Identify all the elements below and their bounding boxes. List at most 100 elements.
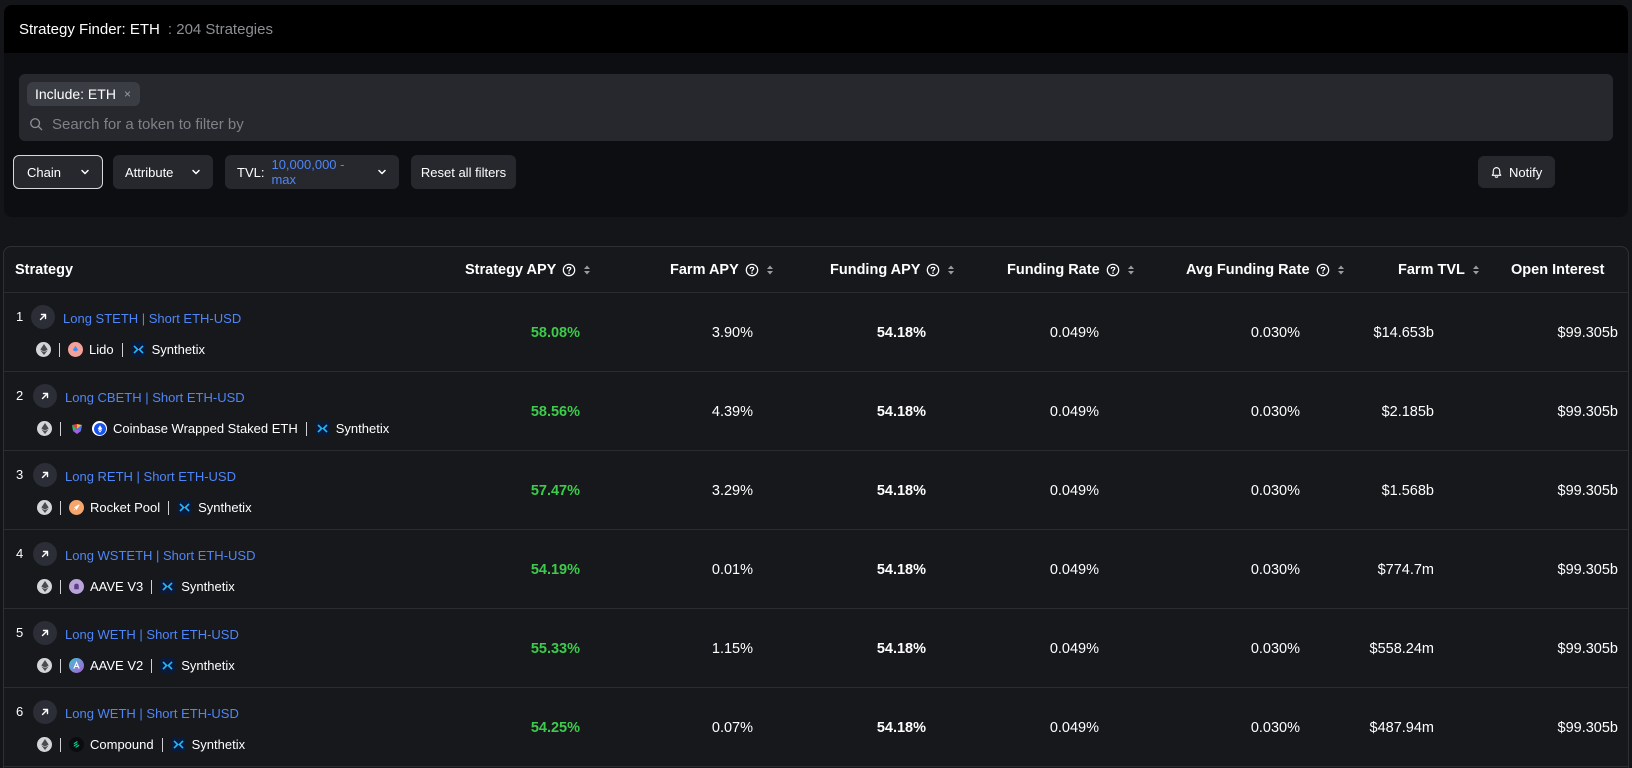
strategy-link[interactable]: Long RETH | Short ETH-USD <box>65 469 236 484</box>
arrow-up-right-icon[interactable] <box>31 305 55 329</box>
reset-filters-button[interactable]: Reset all filters <box>411 155 516 189</box>
col-strategy-label: Strategy <box>15 262 74 278</box>
token-search-input[interactable] <box>52 115 1552 133</box>
col-open-interest-label: Open Interest <box>1511 262 1605 278</box>
funding-rate-value: 0.049% <box>1049 720 1099 736</box>
table-row: 6 Long WETH | Short ETH-USD Compound Syn… <box>4 688 1628 767</box>
arrow-up-right-icon[interactable] <box>33 463 57 487</box>
table-row: 5 Long WETH | Short ETH-USD AAVE V2 Synt… <box>4 609 1628 688</box>
row-index: 3 <box>16 467 24 482</box>
row-index: 5 <box>16 625 24 640</box>
chain-label: Chain <box>27 164 61 180</box>
compound-icon <box>69 737 84 752</box>
protocol-list: AAVE V3 Synthetix <box>37 579 235 594</box>
chip-remove-icon[interactable]: × <box>123 87 131 101</box>
col-strategy[interactable]: Strategy <box>15 262 73 278</box>
divider <box>161 737 163 752</box>
page-header: Strategy Finder: ETH : 204 Strategies <box>4 5 1628 53</box>
aave-v3-icon <box>69 579 84 594</box>
eth-coin-icon <box>37 658 52 673</box>
farm-apy-value: 1.15% <box>711 641 753 657</box>
arrow-up-right-icon[interactable] <box>33 621 57 645</box>
funding-apy-value: 54.18% <box>876 720 926 736</box>
sort-icon[interactable] <box>766 264 774 276</box>
strategy-link[interactable]: Long WETH | Short ETH-USD <box>65 706 239 721</box>
notify-label: Notify <box>1509 164 1543 180</box>
protocol-name: Synthetix <box>198 500 252 515</box>
protocol-name: Synthetix <box>181 579 235 594</box>
synthetix-icon <box>160 579 176 594</box>
divider <box>60 500 61 515</box>
col-strategy-apy-label: Strategy APY <box>465 262 557 278</box>
attribute-label: Attribute <box>125 164 174 180</box>
help-icon[interactable] <box>1316 263 1330 277</box>
funding-rate-value: 0.049% <box>1049 325 1099 341</box>
divider <box>60 579 61 594</box>
col-farm-apy[interactable]: Farm APY <box>670 262 774 278</box>
farm-tvl-value: $774.7m <box>1377 562 1434 578</box>
funding-apy-value: 54.18% <box>876 562 926 578</box>
row-index: 6 <box>16 704 24 719</box>
farm-apy-value: 4.39% <box>711 404 753 420</box>
chevron-down-icon <box>377 167 387 177</box>
sort-icon[interactable] <box>1472 264 1480 276</box>
help-icon[interactable] <box>926 263 940 277</box>
notify-button[interactable]: Notify <box>1478 156 1555 188</box>
tvl-dropdown[interactable]: TVL: 10,000,000 - max <box>225 155 399 189</box>
col-avg-funding-rate[interactable]: Avg Funding Rate <box>1186 262 1345 278</box>
col-open-interest[interactable]: Open Interest <box>1511 262 1604 278</box>
strategy-apy-value: 57.47% <box>530 483 580 499</box>
chain-dropdown[interactable]: Chain <box>13 155 103 189</box>
sort-icon[interactable] <box>947 264 955 276</box>
row-index: 4 <box>16 546 24 561</box>
protocol-name: Synthetix <box>181 658 235 673</box>
aave-v2-icon <box>69 658 84 673</box>
funding-apy-value: 54.18% <box>876 404 926 420</box>
col-strategy-apy[interactable]: Strategy APY <box>465 262 591 278</box>
divider <box>168 500 170 515</box>
col-farm-tvl[interactable]: Farm TVL <box>1398 262 1480 278</box>
strategy-link[interactable]: Long CBETH | Short ETH-USD <box>65 390 245 405</box>
open-interest-value: $99.305b <box>1557 641 1618 657</box>
eth-coin-icon <box>37 421 52 436</box>
open-interest-value: $99.305b <box>1557 720 1618 736</box>
sort-icon[interactable] <box>1337 264 1345 276</box>
protocol-list: Lido Synthetix <box>36 342 205 357</box>
avg-funding-rate-value: 0.030% <box>1250 720 1300 736</box>
arrow-up-right-icon[interactable] <box>33 542 57 566</box>
help-icon[interactable] <box>1106 263 1120 277</box>
lido-icon <box>68 342 83 357</box>
strategy-apy-value: 58.08% <box>530 325 580 341</box>
col-funding-apy[interactable]: Funding APY <box>830 262 955 278</box>
help-icon[interactable] <box>745 263 759 277</box>
arrow-up-right-icon[interactable] <box>33 384 57 408</box>
strategy-apy-value: 55.33% <box>530 641 580 657</box>
protocol-list: Coinbase Wrapped Staked ETH Synthetix <box>37 421 389 436</box>
search-icon <box>29 117 43 131</box>
strategy-link[interactable]: Long WSTETH | Short ETH-USD <box>65 548 256 563</box>
include-eth-chip: Include: ETH × <box>27 82 140 106</box>
strategy-apy-value: 54.25% <box>530 720 580 736</box>
arrow-up-right-icon[interactable] <box>33 700 57 724</box>
strategy-apy-value: 58.56% <box>530 404 580 420</box>
farm-tvl-value: $558.24m <box>1369 641 1435 657</box>
sort-icon[interactable] <box>1127 264 1135 276</box>
funding-apy-value: 54.18% <box>876 325 926 341</box>
sort-icon[interactable] <box>583 264 591 276</box>
page-title: Strategy Finder: ETH <box>19 20 160 38</box>
strategy-count: : 204 Strategies <box>167 20 273 38</box>
help-icon[interactable] <box>562 263 576 277</box>
open-interest-value: $99.305b <box>1557 483 1618 499</box>
protocol-name: Rocket Pool <box>90 500 161 515</box>
strategy-link[interactable]: Long WETH | Short ETH-USD <box>65 627 239 642</box>
attribute-dropdown[interactable]: Attribute <box>113 155 213 189</box>
table-row: 2 Long CBETH | Short ETH-USD Coinbase Wr… <box>4 372 1628 451</box>
open-interest-value: $99.305b <box>1557 325 1618 341</box>
open-interest-value: $99.305b <box>1557 404 1618 420</box>
protocol-name: AAVE V2 <box>90 658 144 673</box>
chevron-down-icon <box>191 167 201 177</box>
strategy-link[interactable]: Long STETH | Short ETH-USD <box>63 311 242 326</box>
col-funding-rate[interactable]: Funding Rate <box>1007 262 1135 278</box>
table-row: 1 Long STETH | Short ETH-USD Lido Synthe… <box>4 293 1628 372</box>
funding-rate-value: 0.049% <box>1049 483 1099 499</box>
